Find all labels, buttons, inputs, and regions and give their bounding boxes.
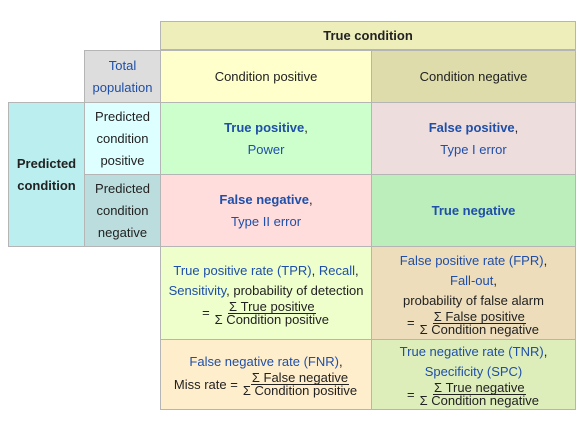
- pred-pos-line1: Predicted: [95, 108, 150, 124]
- total-population-line2[interactable]: population: [92, 79, 153, 95]
- tp-title-line: True positive,: [224, 117, 308, 139]
- fpr-formula: = Σ False positive Σ Condition negative: [407, 308, 540, 337]
- condition-positive-label: Condition positive: [214, 68, 318, 84]
- fp-title[interactable]: False positive: [428, 119, 515, 135]
- tpr-line1: True positive rate (TPR), Recall,: [173, 261, 358, 281]
- fp-sub[interactable]: Type I error: [440, 141, 507, 157]
- tpr-line2-rest: , probability of detection: [226, 282, 364, 298]
- pred-pos-line2: condition: [96, 130, 149, 146]
- tn-title[interactable]: True negative: [431, 202, 516, 218]
- fnr-link[interactable]: False negative rate (FNR): [189, 354, 339, 369]
- fpr-eq: =: [407, 315, 415, 330]
- tnr-eq: =: [407, 386, 415, 402]
- fpr-link[interactable]: False positive rate (FPR): [399, 252, 544, 268]
- fn-title-line: False negative,: [219, 189, 312, 211]
- tp-suffix: ,: [304, 119, 308, 135]
- tnr-formula: = Σ True negative Σ Condition negative: [407, 380, 540, 408]
- false-negative-cell: False negative, Type II error: [160, 174, 372, 247]
- fnr-cell: False negative rate (FNR), Miss rate = Σ…: [160, 339, 372, 410]
- fpr-line3: probability of false alarm: [403, 292, 544, 308]
- true-condition-header: True condition: [160, 21, 576, 50]
- total-population-line1[interactable]: Total: [108, 57, 137, 73]
- fpr-cell: False positive rate (FPR), Fall-out, pro…: [371, 246, 576, 340]
- fpr-numerator: Σ False positive: [432, 308, 526, 324]
- fpr-line2-end: ,: [493, 272, 497, 288]
- tpr-denominator: Σ Condition positive: [214, 311, 329, 327]
- recall-link[interactable]: Recall: [318, 262, 355, 278]
- tpr-link[interactable]: True positive rate (TPR): [173, 262, 312, 278]
- fpr-line1: False positive rate (FPR),: [400, 251, 547, 271]
- fnr-formula: Miss rate = Σ False negative Σ Condition…: [173, 370, 358, 398]
- tnr-link[interactable]: True negative rate (TNR): [399, 344, 544, 359]
- tnr-line1: True negative rate (TNR),: [400, 342, 548, 362]
- fnr-numerator: Σ False negative: [250, 370, 350, 385]
- tpr-cell: True positive rate (TPR), Recall, Sensit…: [160, 246, 372, 340]
- fp-title-line: False positive,: [429, 117, 519, 139]
- fpr-fraction: Σ False positive Σ Condition negative: [419, 308, 540, 337]
- tnr-cell: True negative rate (TNR), Specificity (S…: [371, 339, 576, 410]
- specificity-link[interactable]: Specificity (SPC): [424, 364, 523, 379]
- condition-positive-header: Condition positive: [160, 50, 372, 103]
- fpr-end: ,: [543, 252, 548, 268]
- condition-negative-header: Condition negative: [371, 50, 576, 103]
- fpr-denominator: Σ Condition negative: [419, 321, 539, 337]
- pred-neg-line2: condition: [96, 202, 149, 218]
- fn-title[interactable]: False negative: [219, 191, 309, 207]
- tnr-numerator: Σ True negative: [432, 380, 526, 395]
- pred-pos-line3: positive: [100, 152, 145, 168]
- sensitivity-link[interactable]: Sensitivity: [168, 282, 227, 298]
- tpr-fraction: Σ True positive Σ Condition positive: [214, 298, 330, 327]
- tnr-fraction: Σ True negative Σ Condition negative: [419, 380, 540, 408]
- fp-suffix: ,: [514, 119, 519, 135]
- predicted-condition-line1: Predicted: [16, 155, 77, 171]
- tpr-end: ,: [354, 262, 359, 278]
- predicted-condition-header: Predicted condition: [8, 102, 85, 247]
- tnr-denominator: Σ Condition negative: [419, 393, 539, 408]
- tp-title[interactable]: True positive: [224, 119, 305, 135]
- pred-neg-line3: negative: [97, 224, 148, 240]
- fnr-denominator: Σ Condition positive: [242, 383, 358, 398]
- fn-suffix: ,: [308, 191, 313, 207]
- fnr-end: ,: [338, 354, 343, 369]
- fn-sub[interactable]: Type II error: [230, 213, 302, 229]
- fnr-fraction: Σ False negative Σ Condition positive: [242, 370, 358, 398]
- fnr-line1: False negative rate (FNR),: [189, 352, 342, 372]
- total-population-cell: Total population: [84, 50, 161, 103]
- true-negative-cell: True negative: [371, 174, 576, 247]
- tpr-sep: ,: [311, 262, 319, 278]
- miss-rate-label: Miss rate =: [173, 376, 238, 392]
- tnr-end: ,: [543, 344, 548, 359]
- fallout-link[interactable]: Fall-out: [450, 272, 494, 288]
- fpr-line2: Fall-out,: [450, 271, 497, 291]
- tpr-formula: = Σ True positive Σ Condition positive: [202, 298, 330, 327]
- tpr-numerator: Σ True positive: [227, 298, 316, 314]
- pred-neg-line1: Predicted: [95, 180, 150, 196]
- predicted-negative-header: Predicted condition negative: [84, 174, 161, 247]
- true-positive-cell: True positive, Power: [160, 102, 372, 175]
- tpr-line2: Sensitivity, probability of detection: [169, 281, 364, 301]
- tp-sub[interactable]: Power: [247, 141, 285, 157]
- false-positive-cell: False positive, Type I error: [371, 102, 576, 175]
- condition-negative-label: Condition negative: [419, 68, 528, 84]
- predicted-positive-header: Predicted condition positive: [84, 102, 161, 175]
- true-condition-label: True condition: [323, 27, 413, 43]
- tpr-eq: =: [202, 305, 210, 320]
- predicted-condition-line2: condition: [17, 177, 76, 193]
